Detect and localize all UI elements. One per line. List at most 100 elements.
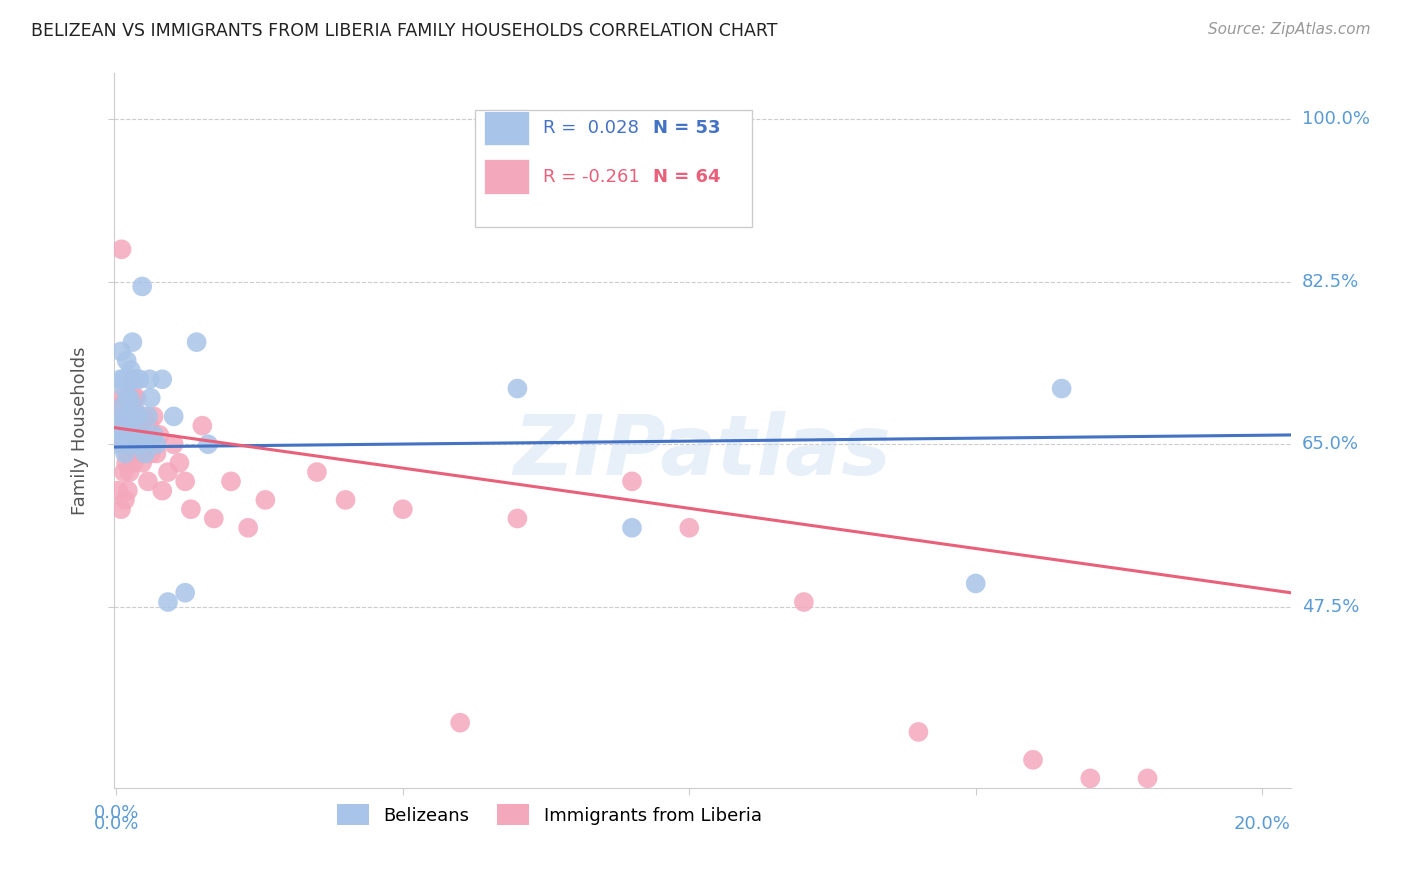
Point — [107, 483, 129, 498]
Point — [129, 437, 152, 451]
Point — [449, 715, 471, 730]
Point — [114, 428, 136, 442]
Point — [111, 400, 134, 414]
Point — [122, 391, 145, 405]
Point — [136, 475, 159, 489]
Point — [506, 382, 529, 396]
Text: 20.0%: 20.0% — [1233, 815, 1291, 833]
Point — [120, 446, 142, 460]
Text: 100.0%: 100.0% — [1302, 111, 1369, 128]
Point — [142, 409, 165, 424]
Point — [1078, 772, 1101, 786]
Point — [117, 409, 139, 424]
Point — [219, 475, 242, 489]
Point — [121, 400, 143, 414]
Point — [112, 409, 135, 424]
Point — [124, 428, 146, 442]
Point — [115, 418, 138, 433]
Point — [134, 437, 156, 451]
Point — [124, 409, 146, 424]
Point — [114, 492, 136, 507]
Point — [392, 502, 415, 516]
Point — [1136, 772, 1159, 786]
Point — [125, 372, 148, 386]
Point — [1022, 753, 1045, 767]
Point — [254, 492, 277, 507]
Point — [111, 437, 134, 451]
Point — [117, 437, 139, 451]
Point — [129, 418, 152, 433]
Point — [118, 437, 141, 451]
Point — [108, 418, 131, 433]
Point — [124, 428, 146, 442]
Point — [150, 372, 173, 386]
Point — [110, 243, 132, 257]
Point — [965, 576, 987, 591]
FancyBboxPatch shape — [485, 111, 529, 145]
Point — [156, 465, 179, 479]
Text: BELIZEAN VS IMMIGRANTS FROM LIBERIA FAMILY HOUSEHOLDS CORRELATION CHART: BELIZEAN VS IMMIGRANTS FROM LIBERIA FAMI… — [31, 22, 778, 40]
Point — [678, 521, 700, 535]
Point — [305, 465, 328, 479]
Point — [145, 437, 167, 451]
Point — [112, 382, 135, 396]
Point — [114, 391, 136, 405]
Point — [115, 372, 138, 386]
Point — [202, 511, 225, 525]
Point — [120, 409, 142, 424]
Point — [1050, 382, 1073, 396]
Point — [114, 446, 136, 460]
Text: N = 64: N = 64 — [652, 168, 720, 186]
Point — [121, 428, 143, 442]
Text: 47.5%: 47.5% — [1302, 598, 1360, 615]
Text: 0.0%: 0.0% — [94, 815, 139, 833]
Point — [620, 521, 643, 535]
Point — [132, 409, 155, 424]
Point — [121, 335, 143, 350]
Point — [139, 446, 162, 460]
Point — [108, 428, 131, 442]
Point — [112, 372, 135, 386]
Point — [121, 372, 143, 386]
Point — [122, 456, 145, 470]
Point — [115, 353, 138, 368]
Point — [136, 409, 159, 424]
Point — [150, 483, 173, 498]
Point — [134, 446, 156, 460]
Point — [907, 725, 929, 739]
Point — [125, 437, 148, 451]
Point — [120, 409, 142, 424]
Point — [117, 483, 139, 498]
Point — [120, 363, 142, 377]
Point — [620, 475, 643, 489]
Point — [127, 409, 149, 424]
Point — [118, 428, 141, 442]
Text: 65.0%: 65.0% — [1302, 435, 1360, 453]
Text: 0.0%: 0.0% — [94, 805, 139, 822]
Point — [132, 428, 155, 442]
Point — [127, 409, 149, 424]
Text: R =  0.028: R = 0.028 — [543, 119, 640, 137]
Point — [108, 400, 131, 414]
Point — [142, 428, 165, 442]
Point — [122, 400, 145, 414]
Point — [118, 465, 141, 479]
Text: 82.5%: 82.5% — [1302, 273, 1360, 291]
Point — [186, 335, 208, 350]
Point — [145, 446, 167, 460]
Point — [115, 456, 138, 470]
Point — [148, 428, 170, 442]
Point — [238, 521, 260, 535]
Point — [156, 595, 179, 609]
Point — [163, 409, 186, 424]
Point — [112, 428, 135, 442]
Point — [120, 409, 142, 424]
Point — [117, 372, 139, 386]
Point — [114, 409, 136, 424]
Point — [125, 437, 148, 451]
Point — [120, 372, 142, 386]
Point — [125, 391, 148, 405]
FancyBboxPatch shape — [485, 160, 529, 194]
Point — [111, 391, 134, 405]
Point — [163, 437, 186, 451]
